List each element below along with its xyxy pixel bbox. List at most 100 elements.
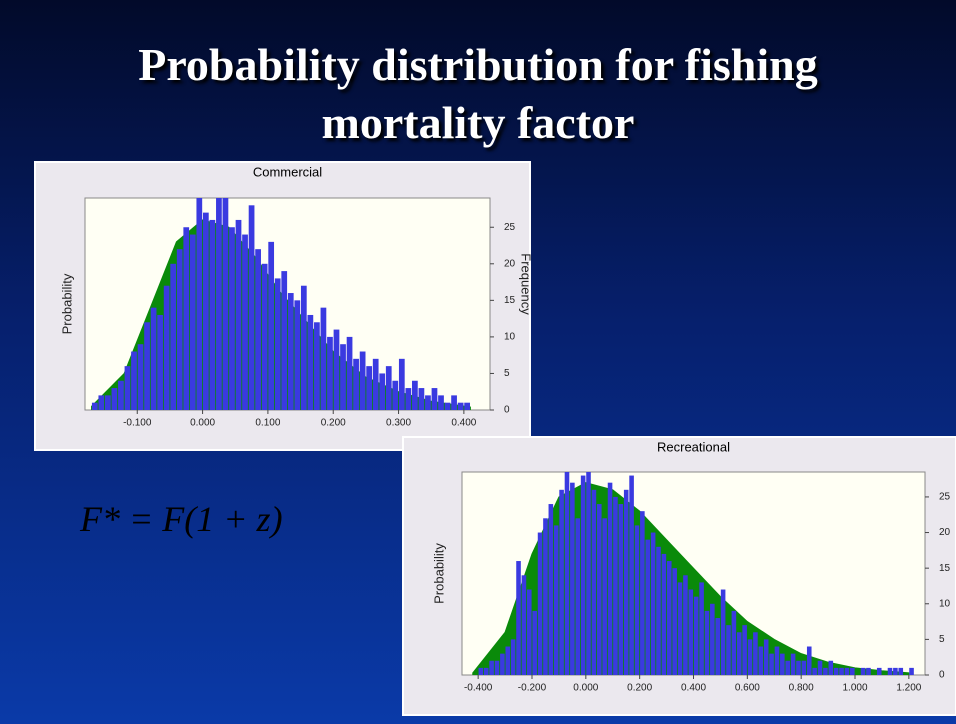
bar <box>780 653 785 675</box>
y-tick-label: 20 <box>504 258 516 269</box>
plot-content <box>91 198 471 410</box>
bar <box>398 358 405 410</box>
bar <box>412 380 418 410</box>
bar <box>580 475 586 675</box>
bar <box>909 667 914 675</box>
bar <box>532 610 537 675</box>
bar <box>222 198 229 410</box>
bar <box>796 660 801 675</box>
bar <box>887 667 893 675</box>
bar <box>261 263 268 410</box>
bar <box>131 351 137 410</box>
bar <box>564 472 570 675</box>
bar <box>500 653 505 675</box>
y-tick-label: 0 <box>939 670 945 681</box>
bar <box>666 561 672 675</box>
chart-title: Commercial <box>253 164 322 179</box>
bar <box>742 625 747 675</box>
bar <box>521 575 527 675</box>
bar <box>693 596 699 675</box>
bar <box>307 314 314 410</box>
bar <box>629 475 634 675</box>
bar <box>758 646 764 675</box>
bar <box>607 482 613 675</box>
bar <box>559 489 564 675</box>
bar <box>650 532 656 675</box>
bar <box>736 632 742 675</box>
bar <box>656 546 661 675</box>
bar <box>575 518 581 675</box>
bar <box>235 219 242 410</box>
bar <box>431 388 438 410</box>
bar <box>726 625 731 675</box>
bar <box>438 395 444 410</box>
bar <box>229 227 235 410</box>
bar <box>844 667 850 675</box>
x-tick-label: 0.100 <box>255 418 280 429</box>
x-tick-label: 1.200 <box>896 683 921 694</box>
y-tick-label: 10 <box>504 332 516 343</box>
x-tick-label: 0.300 <box>386 418 411 429</box>
bar <box>704 610 710 675</box>
bar <box>346 336 353 410</box>
bar <box>320 307 327 410</box>
y-tick-label: 20 <box>939 527 951 538</box>
chart-title: Recreational <box>657 439 730 454</box>
chart-panel: -0.400 -0.200 0.000 0.200 0.400 0.600 0.800 1.0… <box>402 436 956 716</box>
bar <box>91 402 98 410</box>
bar <box>144 322 150 410</box>
bar <box>372 358 379 410</box>
plot-content <box>472 472 914 675</box>
bar <box>769 653 774 675</box>
y-tick-label: 15 <box>504 295 516 306</box>
bar <box>510 639 516 675</box>
y-axis-label: Probability <box>59 273 74 334</box>
formula: F* = F(1 + z) <box>80 499 283 539</box>
bar <box>850 667 855 675</box>
bar <box>314 322 320 410</box>
bar <box>385 366 392 410</box>
bar <box>537 532 543 675</box>
bar <box>287 293 294 410</box>
y-axis-label: Probability <box>431 543 446 604</box>
bar <box>893 667 898 675</box>
x-tick-label: -0.100 <box>123 418 152 429</box>
bar <box>494 660 500 675</box>
x-tick-label: 0.600 <box>735 683 760 694</box>
bar <box>817 660 823 675</box>
bar <box>483 667 489 675</box>
y-tick-label: 15 <box>939 563 951 574</box>
bar <box>876 667 882 675</box>
y-tick-label: 25 <box>939 492 951 503</box>
bar <box>661 553 667 675</box>
bar <box>464 402 471 410</box>
y2-axis-label: Frequency <box>519 253 534 315</box>
bar <box>505 646 511 675</box>
bar <box>163 285 170 410</box>
y-tick-label: 25 <box>504 222 516 233</box>
bar <box>677 582 683 675</box>
x-tick-label: 0.200 <box>321 418 346 429</box>
bar <box>833 667 839 675</box>
bar <box>176 249 183 410</box>
bar <box>823 667 828 675</box>
bar <box>379 373 386 410</box>
bar <box>268 241 275 410</box>
x-tick-label: 0.000 <box>573 683 598 694</box>
x-tick-label: -0.400 <box>464 683 493 694</box>
bar <box>860 667 866 675</box>
y-tick-label: 5 <box>939 634 945 645</box>
bar <box>359 351 366 410</box>
bar <box>806 646 812 675</box>
bar <box>812 667 817 675</box>
bar <box>591 489 597 675</box>
bar <box>242 234 248 410</box>
x-tick-label: 0.200 <box>627 683 652 694</box>
bar <box>425 395 431 410</box>
bar <box>451 395 457 410</box>
bar <box>527 589 532 675</box>
bar <box>645 539 651 675</box>
x-tick-label: 0.400 <box>681 683 706 694</box>
bar <box>801 660 807 675</box>
bar <box>150 307 157 410</box>
